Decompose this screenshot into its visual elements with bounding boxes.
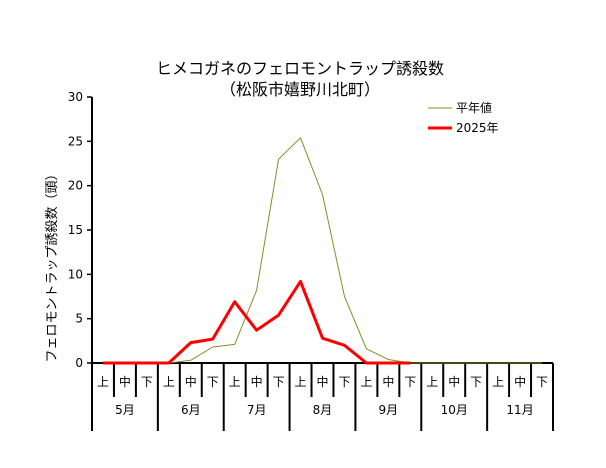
legend-label-2025: 2025年	[456, 121, 499, 135]
dekad-label: 下	[273, 375, 285, 389]
dekad-label: 下	[141, 375, 153, 389]
y-axis-label: フェロモントラップ誘殺数（頭）	[45, 167, 60, 362]
legend: 平年値 2025年	[428, 100, 499, 135]
y-tick-label: 0	[75, 356, 83, 370]
dekad-label: 上	[295, 375, 307, 389]
x-axis: 上中下上中下上中下上中下上中下上中下上中下5月 6月 7月 8月 9月 10月 11月	[91, 362, 554, 431]
dekad-label: 中	[251, 374, 263, 389]
series-line-1	[103, 279, 411, 365]
dekad-label: 下	[404, 375, 416, 389]
y-tick-label: 15	[68, 223, 83, 237]
chart-title-line2: （松阪市嬉野川北町）	[220, 80, 380, 99]
dekad-label: 上	[492, 375, 504, 389]
y-axis: 0 5 10 15 20 25 30	[68, 90, 93, 370]
dekad-label: 上	[229, 375, 241, 389]
dekad-label: 下	[338, 375, 350, 389]
legend-label-normal: 平年値	[456, 100, 492, 115]
month-label: 8月	[313, 403, 333, 417]
y-tick-label: 20	[68, 179, 83, 193]
dekad-label: 中	[119, 374, 131, 389]
dekad-label: 上	[163, 375, 175, 389]
series-line-0	[103, 137, 542, 364]
dekad-label: 中	[316, 374, 328, 389]
dekad-label: 下	[470, 375, 482, 389]
y-tick-label: 25	[68, 134, 83, 148]
dekad-label: 中	[514, 374, 526, 389]
y-tick-label: 5	[75, 312, 83, 326]
series-layer	[103, 137, 542, 365]
month-label: 6月	[181, 403, 201, 417]
month-label: 5月	[115, 403, 135, 417]
dekad-label: 下	[536, 375, 548, 389]
y-tick-label: 10	[68, 267, 83, 281]
dekad-label: 中	[185, 374, 197, 389]
dekad-label: 上	[360, 375, 372, 389]
dekad-label: 中	[448, 374, 460, 389]
month-label: 7月	[247, 403, 267, 417]
month-label: 10月	[441, 403, 468, 417]
dekad-label: 上	[426, 375, 438, 389]
dekad-label: 上	[97, 375, 109, 389]
dekad-label: 中	[382, 374, 394, 389]
month-label: 11月	[506, 403, 533, 417]
chart-title-line1: ヒメコガネのフェロモントラップ誘殺数	[156, 59, 444, 78]
month-label: 9月	[379, 403, 399, 417]
y-tick-label: 30	[68, 90, 83, 104]
dekad-label: 下	[207, 375, 219, 389]
